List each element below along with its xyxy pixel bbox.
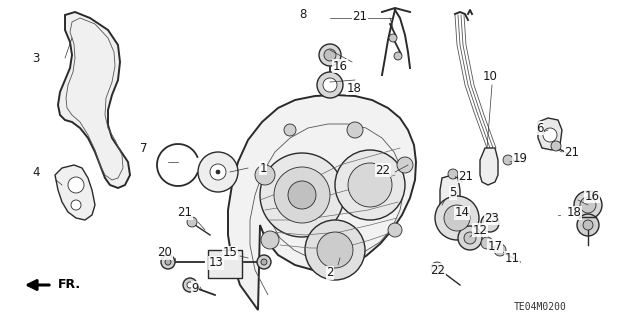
Circle shape xyxy=(458,226,482,250)
Text: 16: 16 xyxy=(333,60,348,72)
Polygon shape xyxy=(538,118,562,150)
Circle shape xyxy=(274,167,330,223)
Text: 17: 17 xyxy=(488,240,502,253)
Circle shape xyxy=(435,196,479,240)
Text: 21: 21 xyxy=(353,10,367,23)
Circle shape xyxy=(397,157,413,173)
Text: 4: 4 xyxy=(32,166,40,179)
Text: 1: 1 xyxy=(259,161,267,174)
Circle shape xyxy=(388,223,402,237)
Circle shape xyxy=(444,205,470,231)
Circle shape xyxy=(187,282,193,288)
Circle shape xyxy=(187,217,197,227)
Circle shape xyxy=(583,220,593,230)
Text: 9: 9 xyxy=(191,281,199,294)
Circle shape xyxy=(577,214,599,236)
Circle shape xyxy=(284,124,296,136)
Circle shape xyxy=(257,255,271,269)
Circle shape xyxy=(165,259,171,265)
Text: 22: 22 xyxy=(376,164,390,176)
Circle shape xyxy=(261,231,279,249)
Text: 19: 19 xyxy=(513,152,527,165)
Text: 2: 2 xyxy=(326,266,333,279)
Circle shape xyxy=(255,165,275,185)
Text: 8: 8 xyxy=(300,8,307,20)
Circle shape xyxy=(431,262,443,274)
Text: 16: 16 xyxy=(584,189,600,203)
Circle shape xyxy=(323,78,337,92)
Circle shape xyxy=(198,152,238,192)
Text: 18: 18 xyxy=(566,206,581,219)
Text: 12: 12 xyxy=(472,224,488,236)
Text: 21: 21 xyxy=(177,206,193,219)
Polygon shape xyxy=(55,165,95,220)
Text: TE04M0200: TE04M0200 xyxy=(513,302,566,312)
Text: 13: 13 xyxy=(209,256,223,270)
Circle shape xyxy=(481,237,493,249)
Circle shape xyxy=(305,220,365,280)
Polygon shape xyxy=(480,148,498,185)
Circle shape xyxy=(216,170,220,174)
Circle shape xyxy=(574,191,602,219)
Text: 5: 5 xyxy=(449,187,457,199)
Polygon shape xyxy=(440,175,460,235)
Text: 15: 15 xyxy=(223,247,237,259)
Circle shape xyxy=(161,255,175,269)
Text: 21: 21 xyxy=(564,146,579,160)
Circle shape xyxy=(543,128,557,142)
Circle shape xyxy=(448,169,458,179)
Circle shape xyxy=(580,197,596,213)
Polygon shape xyxy=(58,12,130,188)
Text: 6: 6 xyxy=(536,122,544,135)
Circle shape xyxy=(261,259,267,265)
Text: FR.: FR. xyxy=(58,278,81,292)
Circle shape xyxy=(464,232,476,244)
Text: 20: 20 xyxy=(157,247,172,259)
Polygon shape xyxy=(228,95,416,310)
Text: 10: 10 xyxy=(483,70,497,83)
Circle shape xyxy=(319,44,341,66)
Circle shape xyxy=(260,153,344,237)
Circle shape xyxy=(71,200,81,210)
Circle shape xyxy=(494,244,506,256)
Circle shape xyxy=(551,141,561,151)
Circle shape xyxy=(68,177,84,193)
Circle shape xyxy=(347,122,363,138)
Circle shape xyxy=(210,164,226,180)
Text: 3: 3 xyxy=(32,51,40,64)
Text: 11: 11 xyxy=(504,251,520,264)
Text: 23: 23 xyxy=(484,211,499,225)
Text: 22: 22 xyxy=(431,263,445,277)
Text: 18: 18 xyxy=(347,81,362,94)
Circle shape xyxy=(481,214,499,232)
Circle shape xyxy=(317,232,353,268)
Circle shape xyxy=(394,52,402,60)
Circle shape xyxy=(324,49,336,61)
Circle shape xyxy=(348,163,392,207)
Text: 21: 21 xyxy=(458,169,474,182)
Polygon shape xyxy=(208,250,242,278)
Circle shape xyxy=(183,278,197,292)
Text: 14: 14 xyxy=(454,206,470,219)
Circle shape xyxy=(503,155,513,165)
Circle shape xyxy=(335,150,405,220)
Circle shape xyxy=(317,72,343,98)
Circle shape xyxy=(389,34,397,42)
Text: 7: 7 xyxy=(140,142,148,154)
Circle shape xyxy=(288,181,316,209)
